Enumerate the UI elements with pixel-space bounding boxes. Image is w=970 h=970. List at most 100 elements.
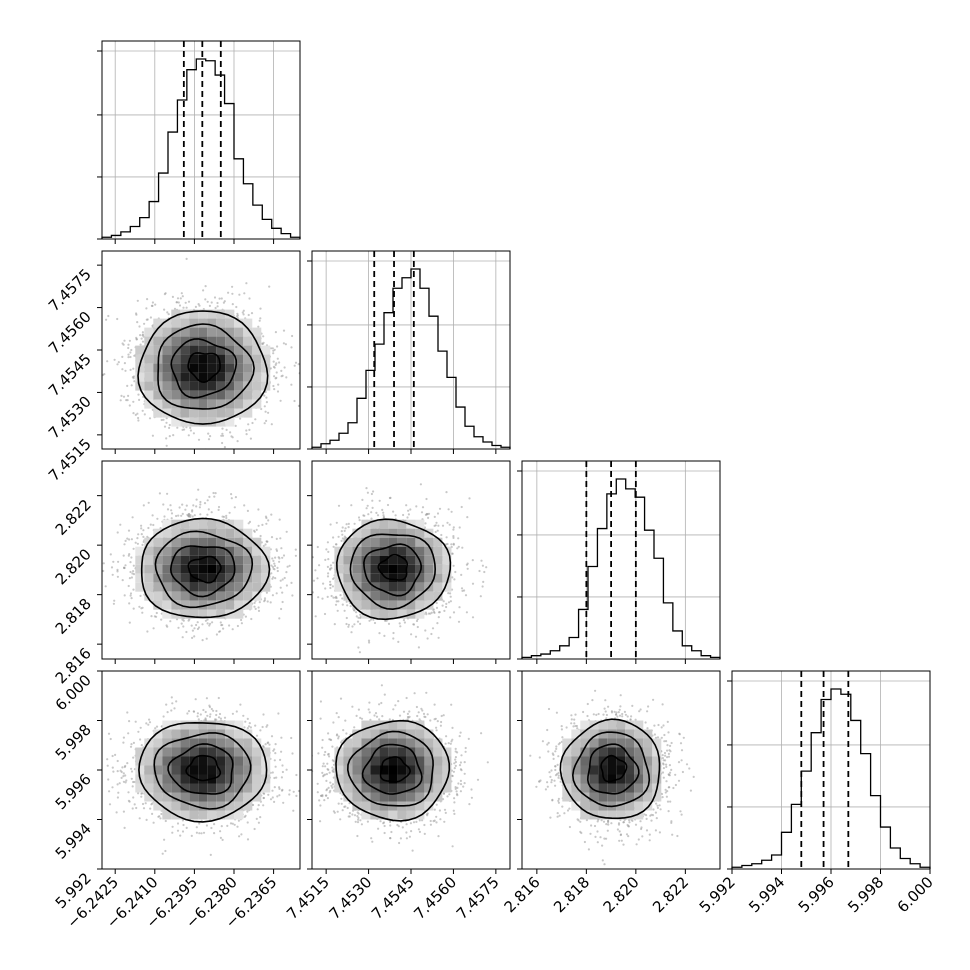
sample-point bbox=[274, 752, 277, 755]
sample-point bbox=[123, 826, 126, 830]
density-cell bbox=[370, 738, 380, 748]
density-cell bbox=[415, 519, 425, 529]
sample-point bbox=[292, 790, 295, 793]
sample-point bbox=[207, 438, 211, 441]
sample-point bbox=[366, 491, 369, 494]
sample-point bbox=[308, 749, 310, 751]
sample-point bbox=[122, 772, 125, 775]
sample-point bbox=[615, 711, 618, 714]
sample-point bbox=[447, 508, 450, 511]
sample-point bbox=[656, 806, 660, 810]
sample-point bbox=[458, 735, 461, 738]
sample-point bbox=[136, 299, 139, 302]
density-cell bbox=[207, 519, 217, 529]
sample-point bbox=[626, 715, 629, 718]
sample-point bbox=[248, 520, 252, 524]
sample-point bbox=[179, 834, 182, 837]
sample-point bbox=[637, 838, 640, 841]
sample-point bbox=[561, 805, 564, 808]
density-cell bbox=[207, 336, 217, 346]
sample-point bbox=[220, 297, 223, 300]
sample-point bbox=[456, 547, 459, 550]
sample-point bbox=[587, 848, 591, 851]
density-cell bbox=[207, 537, 217, 547]
density-cell bbox=[180, 381, 190, 391]
sample-point bbox=[443, 808, 447, 811]
density-cell bbox=[162, 372, 172, 382]
density-cell bbox=[361, 528, 371, 538]
sample-point bbox=[257, 804, 260, 807]
density-cell bbox=[370, 765, 380, 775]
sample-point bbox=[139, 738, 142, 741]
density-cell bbox=[361, 810, 371, 820]
sample-point bbox=[168, 423, 171, 427]
density-cell bbox=[343, 537, 353, 547]
sample-point bbox=[592, 713, 595, 716]
sample-point bbox=[120, 770, 123, 774]
sample-point bbox=[206, 499, 209, 502]
density-cell bbox=[216, 747, 226, 757]
density-cell bbox=[243, 765, 253, 775]
sample-point bbox=[383, 831, 386, 835]
sample-point bbox=[454, 758, 457, 761]
density-cell bbox=[379, 609, 389, 619]
sample-point bbox=[329, 564, 332, 567]
sample-point bbox=[666, 720, 669, 724]
sample-point bbox=[357, 816, 360, 820]
sample-point bbox=[380, 684, 383, 687]
x-tick-label: 7.4560 bbox=[410, 873, 460, 923]
sample-point bbox=[666, 790, 669, 793]
sample-point bbox=[191, 515, 194, 518]
density-cell bbox=[207, 381, 217, 391]
sample-point bbox=[243, 815, 246, 819]
sample-point bbox=[253, 530, 256, 533]
sample-point bbox=[453, 767, 456, 770]
density-cell bbox=[234, 564, 244, 574]
density-cell bbox=[189, 810, 199, 820]
y-tick-label: 7.4515 bbox=[45, 435, 95, 485]
density-cell bbox=[180, 537, 190, 547]
sample-point bbox=[440, 533, 443, 537]
sample-point bbox=[371, 840, 374, 843]
sample-point bbox=[125, 779, 128, 782]
sample-point bbox=[189, 426, 192, 429]
sample-point bbox=[285, 376, 288, 379]
sample-point bbox=[159, 817, 162, 820]
sample-point bbox=[669, 744, 672, 748]
sample-point bbox=[666, 800, 670, 803]
density-cell bbox=[243, 582, 253, 592]
sample-point bbox=[262, 804, 265, 807]
density-cell bbox=[397, 555, 407, 565]
density-cell bbox=[379, 792, 389, 802]
sample-point bbox=[277, 383, 280, 386]
sample-point bbox=[654, 736, 658, 739]
sample-point bbox=[457, 537, 460, 540]
sample-point bbox=[435, 606, 439, 610]
sample-point bbox=[279, 399, 282, 402]
sample-point bbox=[190, 834, 193, 838]
density-cell bbox=[361, 774, 371, 784]
density-cell bbox=[415, 591, 425, 601]
sample-point bbox=[321, 771, 324, 775]
density-cell bbox=[162, 582, 172, 592]
sample-point bbox=[170, 517, 173, 520]
contour-line bbox=[170, 338, 238, 399]
sample-point bbox=[652, 808, 655, 811]
sample-point bbox=[415, 820, 418, 824]
sample-point bbox=[378, 703, 381, 706]
density-cell bbox=[361, 582, 371, 592]
density-cell bbox=[171, 564, 181, 574]
density-cell bbox=[225, 537, 235, 547]
density-cell bbox=[171, 318, 181, 328]
sample-point bbox=[150, 615, 153, 618]
sample-point bbox=[348, 812, 351, 815]
sample-point bbox=[596, 830, 599, 833]
sample-point bbox=[329, 781, 332, 784]
density-cell bbox=[171, 309, 181, 319]
y-tick-label: 2.818 bbox=[52, 595, 95, 638]
sample-point bbox=[181, 512, 184, 516]
sample-point bbox=[366, 820, 369, 823]
density-cell bbox=[607, 747, 617, 757]
density-cell bbox=[616, 792, 626, 802]
sample-point bbox=[191, 636, 194, 640]
